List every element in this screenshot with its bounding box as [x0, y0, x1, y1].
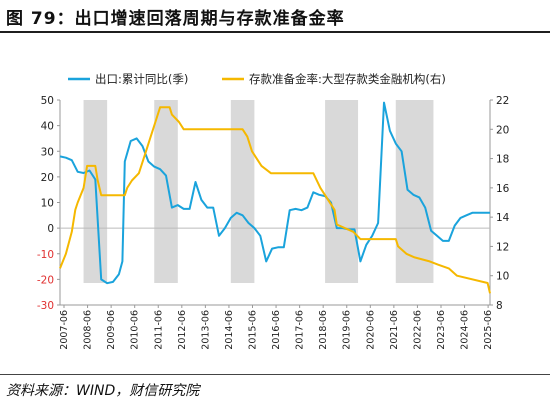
y-left-tick-label: -30	[37, 300, 54, 312]
y-left-tick-label: 50	[41, 95, 54, 107]
x-tick-label: 2007-06	[59, 310, 70, 350]
y-left-tick-label: 0	[47, 223, 54, 235]
x-tick-label: 2018-06	[318, 310, 329, 350]
x-tick-label: 2017-06	[295, 310, 306, 350]
y-left-tick-label: 30	[41, 146, 54, 158]
y-left-tick-label: 40	[41, 121, 54, 133]
export-growth-line	[59, 101, 490, 285]
y-right-tick-label: 18	[496, 154, 509, 166]
y-left-tick-label: -20	[37, 274, 54, 286]
figure-title: 图 79：出口增速回落周期与存款准备金率	[6, 9, 345, 29]
x-tick-label: 2012-06	[177, 310, 188, 350]
shaded-period-3	[325, 100, 359, 283]
x-tick-label: 2019-06	[342, 310, 353, 350]
x-tick-label: 2010-06	[130, 310, 141, 350]
x-tick-label: 2008-06	[83, 310, 94, 350]
source-rule	[0, 374, 550, 375]
y-left-tick-label: 10	[41, 198, 54, 210]
y-left-tick-label: 20	[41, 172, 54, 184]
legend-export-label: 出口:累计同比(季)	[95, 72, 188, 86]
title-rule	[0, 31, 550, 33]
y-left-tick-label: -10	[37, 249, 54, 261]
x-tick-label: 2014-06	[224, 310, 235, 350]
y-right-tick-label: 12	[496, 241, 509, 253]
x-tick-label: 2024-06	[460, 310, 471, 350]
x-tick-label: 2022-06	[412, 310, 423, 350]
y-right-tick-label: 16	[496, 183, 510, 195]
rrr-line	[59, 106, 491, 294]
line-chart: -30 -20 -10 0 10 20 30 40 50 8 10 12 14 16 18 20 22 2007-…	[37, 72, 510, 350]
legend-rrr-label: 存款准备金率:大型存款类金融机构(右)	[249, 72, 446, 86]
y-right-tick-label: 8	[496, 300, 503, 312]
y-right-tick-label: 20	[496, 124, 509, 136]
x-tick-label: 2013-06	[200, 310, 211, 350]
y-right-tick-label: 14	[496, 212, 510, 224]
x-tick-label: 2025-06	[483, 310, 494, 350]
x-tick-label: 2015-06	[247, 310, 258, 350]
y-right-tick-label: 10	[496, 271, 509, 283]
x-tick-label: 2009-06	[106, 310, 117, 350]
shaded-period-4	[395, 100, 434, 283]
shaded-period-1	[154, 100, 178, 283]
x-tick-label: 2016-06	[271, 310, 282, 350]
shaded-period-2	[230, 100, 255, 283]
x-tick-label: 2023-06	[436, 310, 447, 350]
y-right-tick-label: 22	[496, 95, 509, 107]
x-tick-label: 2011-06	[153, 310, 164, 350]
source-note: 资料来源：WIND，财信研究院	[6, 383, 200, 399]
x-tick-label: 2021-06	[389, 310, 400, 350]
x-tick-label: 2020-06	[365, 310, 376, 350]
